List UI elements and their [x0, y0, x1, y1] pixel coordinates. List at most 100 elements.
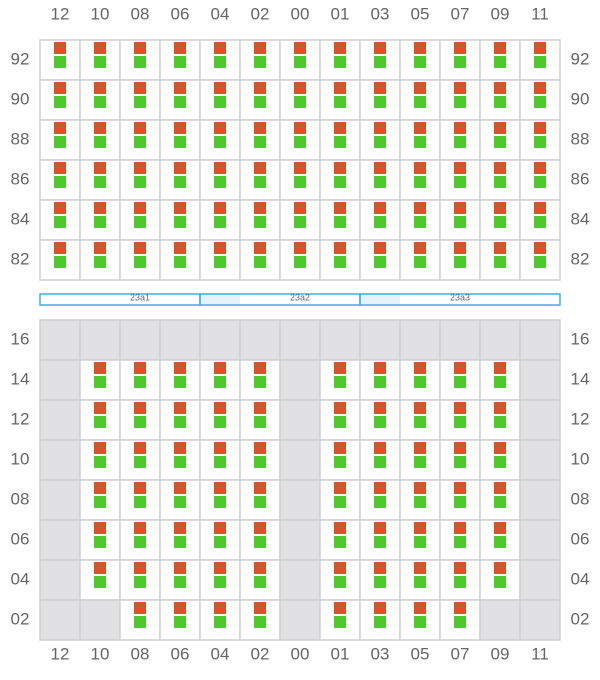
container-top	[494, 362, 506, 374]
blocked-slot	[279, 439, 321, 481]
container-top	[214, 402, 226, 414]
container-top	[454, 162, 466, 174]
container-top	[214, 202, 226, 214]
row-label: 14	[11, 369, 30, 388]
container-bottom	[54, 216, 66, 228]
blocked-slot	[279, 599, 321, 641]
blocked-slot	[39, 399, 81, 441]
container-top	[414, 602, 426, 614]
container-top	[174, 122, 186, 134]
blocked-slot	[519, 319, 561, 361]
container-bottom	[334, 376, 346, 388]
container-top	[454, 442, 466, 454]
container-bottom	[214, 56, 226, 68]
container-top	[214, 242, 226, 254]
container-top	[374, 442, 386, 454]
row-label: 06	[11, 529, 30, 548]
container-bottom	[54, 56, 66, 68]
container-top	[334, 602, 346, 614]
container-bottom	[254, 576, 266, 588]
row-label: 88	[571, 129, 590, 148]
container-bottom	[134, 576, 146, 588]
container-bottom	[534, 216, 546, 228]
container-bottom	[174, 256, 186, 268]
container-top	[134, 602, 146, 614]
container-bottom	[174, 136, 186, 148]
container-top	[454, 562, 466, 574]
column-label: 06	[171, 644, 190, 663]
container-bottom	[294, 256, 306, 268]
container-top	[94, 202, 106, 214]
column-label: 07	[451, 644, 470, 663]
container-top	[134, 122, 146, 134]
container-top	[94, 242, 106, 254]
container-bottom	[334, 456, 346, 468]
container-bottom	[94, 456, 106, 468]
container-top	[454, 42, 466, 54]
blocked-slot	[279, 319, 321, 361]
container-top	[334, 362, 346, 374]
row-label: 82	[571, 249, 590, 268]
container-top	[254, 562, 266, 574]
container-top	[374, 602, 386, 614]
container-bottom	[214, 616, 226, 628]
container-bottom	[254, 56, 266, 68]
container-top	[134, 442, 146, 454]
container-bottom	[334, 616, 346, 628]
container-bottom	[334, 416, 346, 428]
container-top	[174, 42, 186, 54]
blocked-slot	[39, 559, 81, 601]
container-top	[334, 122, 346, 134]
container-bottom	[414, 216, 426, 228]
container-bottom	[414, 576, 426, 588]
container-top	[94, 522, 106, 534]
row-label: 92	[571, 49, 590, 68]
column-label: 04	[211, 4, 230, 23]
blocked-slot	[439, 319, 481, 361]
container-bottom	[494, 536, 506, 548]
container-top	[414, 242, 426, 254]
blocked-slot	[199, 319, 241, 361]
container-top	[374, 562, 386, 574]
container-bottom	[414, 96, 426, 108]
section-overlap	[200, 294, 240, 305]
container-top	[134, 242, 146, 254]
container-top	[174, 442, 186, 454]
blocked-slot	[519, 519, 561, 561]
container-bottom	[334, 136, 346, 148]
container-top	[454, 402, 466, 414]
section-label: 23a1	[130, 292, 150, 302]
container-top	[54, 162, 66, 174]
container-top	[94, 362, 106, 374]
container-bottom	[94, 216, 106, 228]
container-bottom	[374, 216, 386, 228]
container-bottom	[374, 496, 386, 508]
container-bottom	[454, 56, 466, 68]
container-bottom	[134, 536, 146, 548]
container-top	[214, 82, 226, 94]
container-bottom	[374, 416, 386, 428]
container-top	[254, 402, 266, 414]
container-top	[174, 522, 186, 534]
container-bottom	[334, 496, 346, 508]
container-bottom	[174, 576, 186, 588]
container-bottom	[214, 536, 226, 548]
container-bottom	[534, 136, 546, 148]
container-top	[254, 242, 266, 254]
row-label: 86	[571, 169, 590, 188]
container-top	[294, 162, 306, 174]
container-bottom	[494, 136, 506, 148]
column-label: 02	[251, 644, 270, 663]
container-bottom	[374, 96, 386, 108]
blocked-slot	[519, 599, 561, 641]
container-top	[134, 522, 146, 534]
container-bottom	[454, 176, 466, 188]
container-top	[494, 122, 506, 134]
container-bottom	[334, 536, 346, 548]
container-bottom	[374, 136, 386, 148]
container-bottom	[134, 456, 146, 468]
container-top	[534, 162, 546, 174]
container-top	[294, 82, 306, 94]
container-bottom	[454, 416, 466, 428]
